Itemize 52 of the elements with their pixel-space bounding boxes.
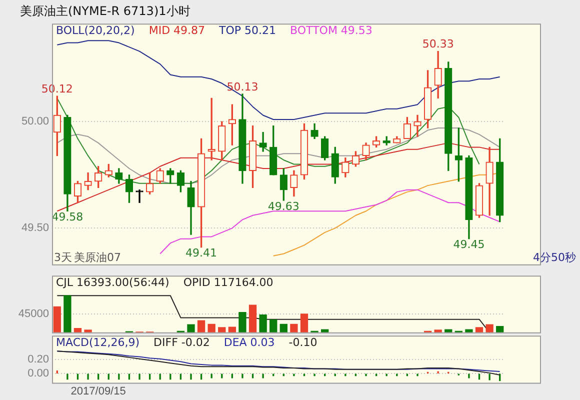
bar [444, 329, 452, 332]
annotation: OPID 117164.00 [183, 276, 274, 289]
candlestick [208, 98, 216, 160]
text: MID 49.87 [148, 24, 206, 37]
text: 4分50秒 [533, 250, 576, 264]
bar [208, 324, 216, 332]
bar [290, 324, 298, 332]
bar [187, 324, 195, 332]
x-tick-label: 2017/09/15 [70, 385, 126, 398]
candlestick [136, 189, 144, 203]
text: BOTTOM 49.53 [290, 24, 372, 37]
series-label: DEA 0.03 [224, 336, 275, 349]
series-label: DIFF -0.02 [154, 336, 210, 349]
bar [238, 312, 246, 332]
bar [465, 329, 473, 332]
bar [259, 314, 267, 332]
annotation: 49.58 [52, 210, 84, 224]
bar [84, 330, 92, 332]
annotation: 49.45 [453, 238, 485, 252]
bar [321, 329, 329, 332]
y-tick-label: 0.20 [28, 354, 49, 366]
y-tick-label: 50.00 [21, 116, 49, 128]
y-tick-label: 49.50 [21, 222, 49, 234]
annotation: 50.13 [226, 80, 258, 94]
bar [496, 326, 504, 332]
candlestick [414, 114, 422, 137]
annotation: 50.33 [422, 38, 454, 51]
bar [248, 304, 257, 332]
annotation: 49.63 [268, 200, 300, 213]
annotation: 49.41 [186, 246, 218, 260]
annotation: -0.10 [288, 336, 318, 349]
annotation: CJL 16393.00(56:44) [56, 276, 170, 289]
bar [218, 327, 226, 332]
text: TOP 50.21 [218, 24, 276, 37]
candlestick [259, 132, 267, 152]
annotation: 3天 [54, 250, 72, 264]
bar [486, 324, 494, 332]
y-tick-label: 0.00 [28, 368, 49, 380]
bar [197, 320, 206, 332]
bar [64, 295, 72, 332]
annotation: 美原油07 [74, 250, 121, 264]
y-tick-label: 45000 [18, 308, 49, 320]
chart-title: 美原油主(NYME-R 6713)1小时 [20, 3, 190, 20]
legend-title: BOLL(20,20,2) [56, 24, 135, 37]
bar [475, 327, 484, 332]
bar [300, 314, 308, 332]
bar [270, 319, 278, 332]
annotation: 50.12 [41, 82, 73, 96]
bar [280, 324, 288, 332]
bar [434, 330, 442, 332]
legend-title: MACD(12,26,9) [56, 336, 140, 349]
bar [53, 306, 61, 332]
